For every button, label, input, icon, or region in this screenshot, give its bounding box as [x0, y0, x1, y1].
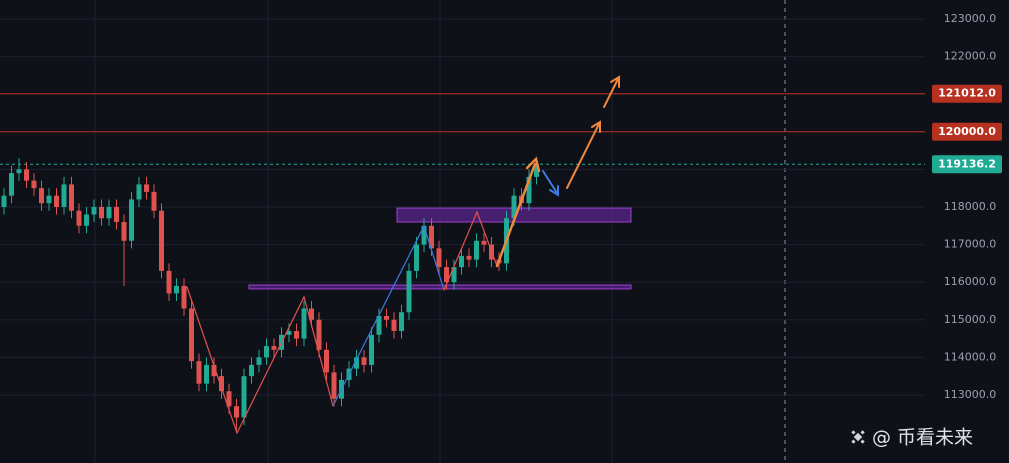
candle-body	[121, 222, 127, 241]
candle-body	[31, 180, 37, 189]
candle-body	[61, 184, 67, 207]
candle-body	[151, 191, 157, 211]
price-label-bg	[932, 155, 1002, 174]
candle-body	[474, 240, 479, 260]
arrow-up	[603, 78, 619, 108]
candle-body	[46, 195, 52, 204]
candle-body	[234, 406, 239, 418]
candle-body	[429, 225, 434, 249]
candle-body	[196, 361, 202, 384]
candle-body	[99, 206, 104, 219]
candle-body	[384, 315, 389, 320]
vertical-grid	[94, 0, 613, 463]
y-tick-label: 116000.0	[944, 275, 997, 288]
arrow-up	[566, 123, 600, 189]
candle-body	[369, 334, 374, 365]
candle-body	[24, 169, 29, 181]
candle-body	[271, 346, 277, 350]
candle-body	[436, 248, 442, 268]
candle-body	[204, 364, 209, 384]
candle-body	[414, 244, 419, 271]
candle-body	[444, 267, 449, 283]
candle-body	[129, 199, 134, 241]
price-label-bg	[932, 84, 1002, 103]
candle-body	[391, 319, 397, 332]
candle-body	[451, 267, 457, 283]
candle-body	[1, 195, 7, 207]
y-tick-label: 114000.0	[944, 350, 997, 363]
candle-body	[249, 364, 254, 377]
candle-body	[421, 225, 427, 245]
candle-body	[16, 169, 22, 174]
candle-body	[316, 319, 322, 350]
candle-body	[144, 184, 149, 192]
zigzag-red	[443, 210, 498, 291]
candle-body	[69, 184, 74, 211]
price-axis-bg	[925, 0, 1009, 463]
arrow-down	[542, 170, 558, 194]
y-tick-label: 117000.0	[944, 238, 997, 251]
price-label: 119136.2	[938, 157, 996, 170]
candle-body	[361, 357, 367, 365]
watermark: @ 币看未来	[872, 427, 973, 449]
candle-body	[331, 372, 337, 399]
candle-body	[39, 188, 44, 204]
candle-body	[256, 357, 262, 365]
candle-body	[159, 210, 164, 271]
y-tick-label: 122000.0	[944, 50, 997, 63]
candle-body	[136, 184, 142, 200]
candle-body	[376, 315, 382, 335]
zigzag-blue	[332, 224, 445, 407]
arrow-head	[591, 120, 601, 133]
y-tick-label: 123000.0	[944, 12, 997, 25]
candle-body	[294, 331, 299, 339]
y-tick-label: 113000.0	[944, 388, 997, 401]
candle-body	[114, 206, 119, 223]
candle-body	[9, 173, 14, 196]
price-label: 121012.0	[938, 87, 996, 100]
candle-body	[286, 331, 292, 335]
candle-body	[166, 270, 172, 294]
y-tick-label: 115000.0	[944, 313, 997, 326]
candle-body	[309, 308, 314, 320]
arrow-head	[610, 75, 620, 88]
price-label-bg	[932, 122, 1002, 141]
zigzag-red	[186, 286, 334, 435]
candle-body	[301, 308, 307, 339]
candle-body	[219, 376, 224, 392]
candle-body	[459, 255, 464, 268]
candle-body	[181, 285, 187, 309]
arrow-up	[495, 162, 537, 268]
candle-body	[481, 240, 487, 245]
candle-body	[54, 195, 59, 207]
candle-body	[466, 255, 472, 260]
candle-body	[106, 206, 112, 219]
candle-body	[264, 346, 269, 358]
candle-body	[354, 357, 359, 369]
candle-body	[84, 214, 89, 226]
candle-body	[399, 312, 404, 332]
candle-body	[91, 206, 97, 215]
candle-body	[241, 376, 247, 418]
candle-body	[226, 391, 232, 407]
y-tick-label: 118000.0	[944, 200, 997, 213]
candle-body	[189, 308, 194, 362]
price-label: 120000.0	[938, 125, 996, 138]
arrow-head	[525, 156, 541, 173]
candle-body	[324, 349, 329, 373]
arrow-head	[549, 185, 559, 197]
candle-body	[174, 285, 179, 294]
candle-body	[211, 364, 217, 377]
candle-body	[526, 176, 532, 204]
candle-body	[534, 164, 539, 177]
annotations	[186, 75, 620, 435]
zone	[248, 284, 632, 290]
candle-body	[406, 270, 412, 313]
candle-body	[76, 210, 82, 226]
candle-body	[511, 195, 517, 219]
